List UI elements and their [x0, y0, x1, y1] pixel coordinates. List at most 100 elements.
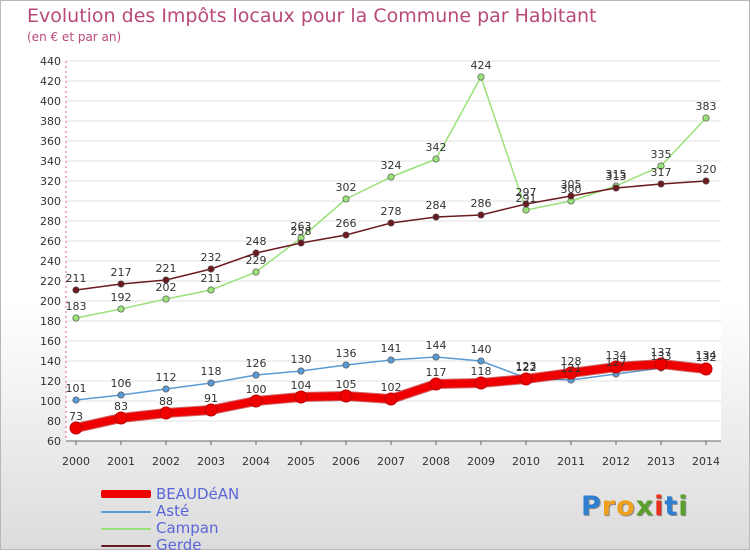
data-label-ast: 134 [696, 349, 717, 362]
data-point-beaudan [69, 421, 83, 435]
data-label-beaudan: 128 [561, 355, 582, 368]
data-point-gerde [477, 211, 485, 219]
data-label-gerde: 221 [156, 262, 177, 275]
data-point-beaudan [294, 390, 308, 404]
x-tick-label: 2006 [332, 455, 360, 468]
data-label-campan: 229 [246, 254, 267, 267]
data-label-campan: 302 [336, 181, 357, 194]
data-label-campan: 263 [291, 220, 312, 233]
data-point-ast [477, 357, 485, 365]
legend: BEAUDéAN Asté Campan Gerde [101, 485, 301, 554]
data-point-beaudan [564, 366, 578, 380]
data-label-campan: 383 [696, 100, 717, 113]
data-label-beaudan: 134 [606, 349, 627, 362]
logo-letter: P [581, 491, 602, 522]
data-label-ast: 101 [66, 382, 87, 395]
x-tick-label: 2010 [512, 455, 540, 468]
data-point-ast [252, 371, 260, 379]
legend-swatch-aste [101, 511, 151, 513]
data-point-beaudan [339, 389, 353, 403]
data-label-campan: 315 [606, 168, 627, 181]
data-label-ast: 123 [516, 360, 537, 373]
data-label-beaudan: 132 [696, 351, 717, 364]
logo-letter: r [601, 491, 617, 522]
data-label-ast: 136 [336, 347, 357, 360]
data-point-campan [72, 314, 80, 322]
data-label-ast: 106 [111, 377, 132, 390]
data-point-beaudan [699, 362, 713, 376]
data-label-gerde: 313 [606, 170, 627, 183]
y-tick-label: 160 [40, 335, 61, 348]
data-label-beaudan: 100 [246, 383, 267, 396]
y-tick-label: 120 [40, 375, 61, 388]
data-label-gerde: 266 [336, 217, 357, 230]
y-tick-label: 200 [40, 295, 61, 308]
data-point-ast [432, 353, 440, 361]
data-label-campan: 291 [516, 192, 537, 205]
x-tick-label: 2001 [107, 455, 135, 468]
chart-title: Evolution des Impôts locaux pour la Comm… [27, 5, 597, 27]
data-label-ast: 118 [201, 365, 222, 378]
data-point-gerde [432, 213, 440, 221]
legend-item-campan: Campan [101, 519, 301, 537]
data-point-gerde [72, 286, 80, 294]
legend-item-gerde: Gerde [101, 536, 301, 554]
y-tick-label: 440 [40, 55, 61, 68]
data-point-campan [117, 305, 125, 313]
data-point-beaudan [609, 360, 623, 374]
logo-letter: t [664, 491, 679, 522]
legend-swatch-beaudean [101, 490, 151, 498]
data-label-ast: 140 [471, 343, 492, 356]
data-label-ast: 121 [561, 362, 582, 375]
data-label-beaudan: 73 [69, 410, 83, 423]
data-label-beaudan: 137 [651, 346, 672, 359]
x-tick-label: 2011 [557, 455, 585, 468]
x-tick-label: 2014 [692, 455, 720, 468]
legend-label-campan: Campan [156, 519, 219, 537]
data-label-beaudan: 104 [291, 379, 312, 392]
data-label-gerde: 217 [111, 266, 132, 279]
data-label-campan: 211 [201, 272, 222, 285]
y-tick-label: 320 [40, 175, 61, 188]
data-label-campan: 324 [381, 159, 402, 172]
data-point-campan [162, 295, 170, 303]
x-tick-label: 2012 [602, 455, 630, 468]
data-point-gerde [567, 192, 575, 200]
data-label-beaudan: 122 [516, 361, 537, 374]
data-point-campan [657, 162, 665, 170]
data-label-beaudan: 83 [114, 400, 128, 413]
data-label-beaudan: 118 [471, 365, 492, 378]
data-label-gerde: 297 [516, 186, 537, 199]
data-point-campan [522, 206, 530, 214]
data-point-campan [432, 155, 440, 163]
data-label-ast: 141 [381, 342, 402, 355]
data-point-campan [252, 268, 260, 276]
data-point-ast [387, 356, 395, 364]
data-point-ast [342, 361, 350, 369]
x-tick-label: 2002 [152, 455, 180, 468]
data-point-gerde [297, 239, 305, 247]
data-label-beaudan: 102 [381, 381, 402, 394]
y-tick-label: 180 [40, 315, 61, 328]
data-point-campan [477, 73, 485, 81]
data-point-beaudan [249, 394, 263, 408]
data-point-campan [207, 286, 215, 294]
data-label-campan: 335 [651, 148, 672, 161]
x-tick-label: 2009 [467, 455, 495, 468]
data-label-campan: 192 [111, 291, 132, 304]
y-tick-label: 140 [40, 355, 61, 368]
x-tick-label: 2000 [62, 455, 90, 468]
plot-area [66, 61, 721, 441]
data-label-gerde: 258 [291, 225, 312, 238]
data-label-campan: 342 [426, 141, 447, 154]
data-label-gerde: 211 [66, 272, 87, 285]
data-point-beaudan [654, 357, 668, 371]
y-tick-label: 220 [40, 275, 61, 288]
legend-label-gerde: Gerde [156, 536, 202, 554]
logo-letter: o [616, 491, 636, 522]
data-point-beaudan [474, 376, 488, 390]
legend-item-aste: Asté [101, 502, 301, 520]
data-point-gerde [387, 219, 395, 227]
